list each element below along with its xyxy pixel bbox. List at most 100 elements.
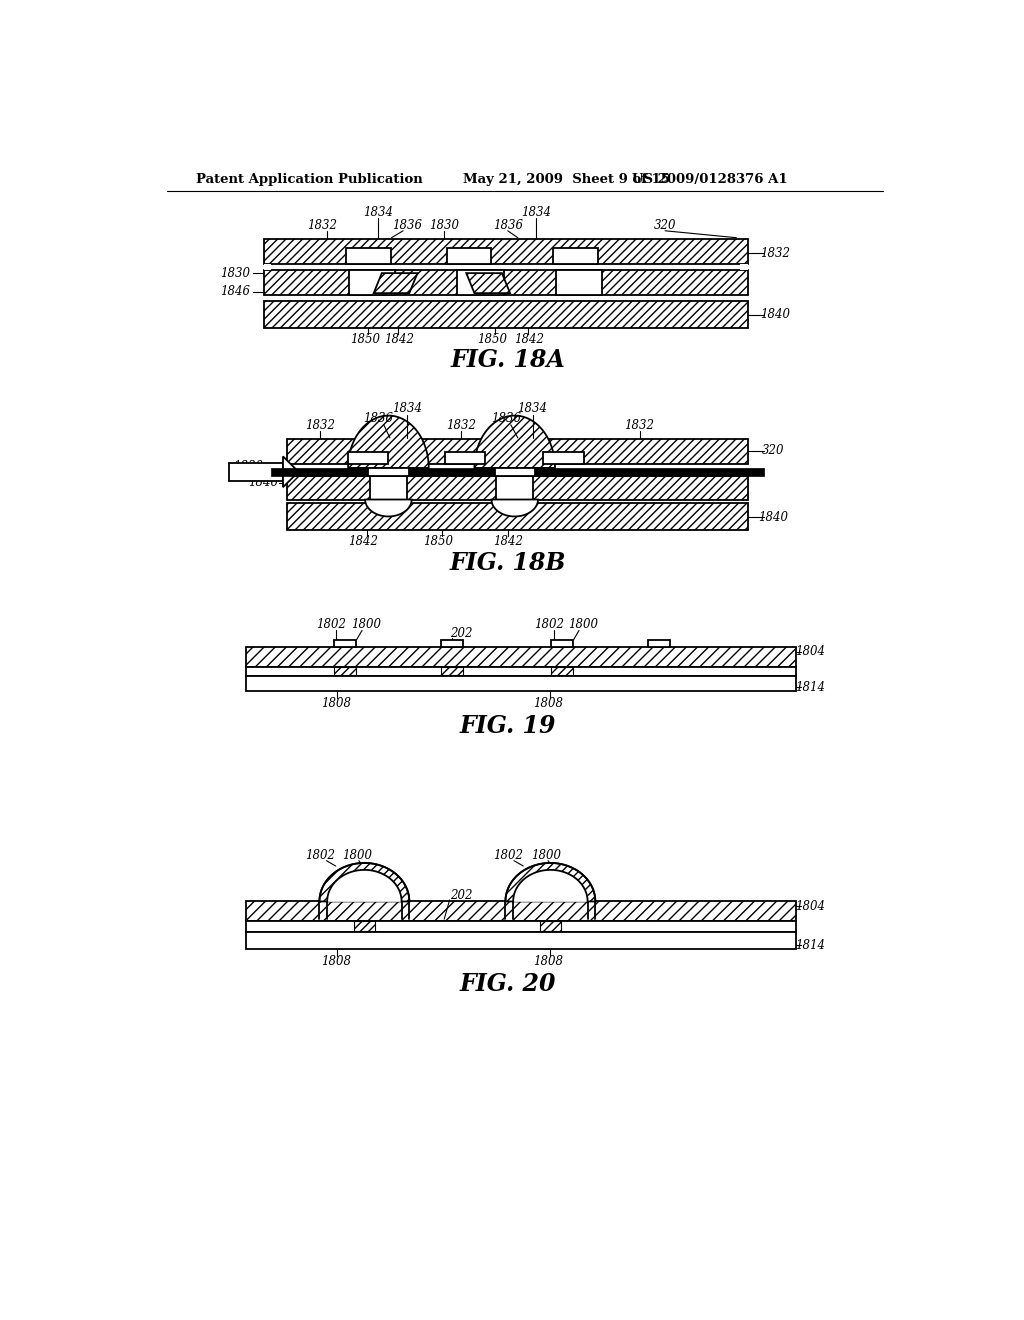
Text: 1850: 1850 <box>350 333 380 346</box>
Polygon shape <box>506 863 595 902</box>
Bar <box>441 668 463 675</box>
Polygon shape <box>466 273 510 293</box>
Bar <box>246 667 796 676</box>
Text: 1834: 1834 <box>392 403 422 416</box>
Text: 1846: 1846 <box>220 285 250 298</box>
Bar <box>551 668 572 675</box>
Text: 1808: 1808 <box>534 697 563 710</box>
Text: 1850: 1850 <box>477 333 507 346</box>
Text: 1836: 1836 <box>392 219 422 232</box>
Text: 1832: 1832 <box>760 247 791 260</box>
Polygon shape <box>474 416 555 469</box>
Text: 1846: 1846 <box>249 477 279 490</box>
Polygon shape <box>513 870 588 902</box>
Bar <box>445 451 485 465</box>
Text: 1834: 1834 <box>517 403 548 416</box>
Text: 1836: 1836 <box>364 412 393 425</box>
Polygon shape <box>366 499 412 516</box>
Text: Patent Application Publication: Patent Application Publication <box>197 173 423 186</box>
Bar <box>287 477 748 499</box>
Text: 1842: 1842 <box>384 333 415 346</box>
Text: 1832: 1832 <box>446 418 476 432</box>
Text: FIG. 19: FIG. 19 <box>460 714 556 738</box>
Bar <box>287 503 748 531</box>
Bar <box>369 469 409 475</box>
Text: 1830: 1830 <box>429 219 459 232</box>
Bar <box>554 248 598 264</box>
Text: US 2009/0128376 A1: US 2009/0128376 A1 <box>632 173 787 186</box>
Text: FIG. 18A: FIG. 18A <box>451 348 565 372</box>
Text: May 21, 2009  Sheet 9 of 15: May 21, 2009 Sheet 9 of 15 <box>463 173 670 186</box>
Bar <box>458 271 504 294</box>
Bar <box>334 640 356 647</box>
Text: 320: 320 <box>654 219 676 232</box>
Text: 1836: 1836 <box>493 219 522 232</box>
Bar <box>556 271 602 294</box>
Text: 1840: 1840 <box>759 511 788 524</box>
Bar <box>353 921 375 932</box>
Text: 1842: 1842 <box>493 536 522 548</box>
Text: 1842: 1842 <box>348 536 378 548</box>
Text: 1834: 1834 <box>521 206 552 219</box>
Bar <box>246 647 796 667</box>
Bar <box>263 271 748 294</box>
Text: 1802: 1802 <box>316 618 346 631</box>
Bar <box>263 301 748 327</box>
Text: 1850: 1850 <box>423 536 453 548</box>
Text: 1808: 1808 <box>534 954 563 968</box>
Bar <box>287 440 748 465</box>
Bar <box>551 640 572 647</box>
Text: 1800: 1800 <box>568 618 598 631</box>
Polygon shape <box>319 863 410 902</box>
Text: 1836: 1836 <box>492 412 521 425</box>
Text: 202: 202 <box>450 627 472 640</box>
Text: 1814: 1814 <box>795 939 825 952</box>
Bar <box>346 248 391 264</box>
Text: 1842: 1842 <box>514 333 545 346</box>
Bar <box>246 676 796 692</box>
Polygon shape <box>283 457 299 487</box>
Bar <box>348 451 388 465</box>
Text: 1802: 1802 <box>534 618 564 631</box>
Text: 1808: 1808 <box>321 954 350 968</box>
Text: 1834: 1834 <box>364 206 393 219</box>
Polygon shape <box>328 870 401 902</box>
Text: 1832: 1832 <box>305 418 335 432</box>
Text: 1804: 1804 <box>795 645 825 659</box>
Text: 1802: 1802 <box>305 849 335 862</box>
Bar <box>495 469 535 475</box>
Text: 1830: 1830 <box>220 267 250 280</box>
Bar <box>246 932 796 949</box>
Bar <box>271 469 764 475</box>
Bar <box>496 477 534 499</box>
Bar <box>246 902 796 921</box>
Text: 1814: 1814 <box>795 681 825 694</box>
Text: FIG. 18B: FIG. 18B <box>450 550 566 574</box>
Bar <box>441 640 463 647</box>
Bar <box>446 248 492 264</box>
Text: 1802: 1802 <box>493 849 522 862</box>
Text: 1800: 1800 <box>342 849 373 862</box>
Text: 1832: 1832 <box>307 219 337 232</box>
Text: 1832: 1832 <box>625 418 654 432</box>
Text: 1840: 1840 <box>760 308 791 321</box>
Bar <box>263 264 271 271</box>
Text: 1800: 1800 <box>531 849 561 862</box>
Bar <box>334 668 356 675</box>
Text: 202: 202 <box>450 888 472 902</box>
Text: 1800: 1800 <box>351 618 381 631</box>
Text: 1804: 1804 <box>795 899 825 912</box>
Polygon shape <box>492 499 538 516</box>
Bar <box>349 271 395 294</box>
Bar <box>246 921 796 932</box>
Text: 1808: 1808 <box>321 697 350 710</box>
Text: 1830: 1830 <box>233 459 263 473</box>
Polygon shape <box>374 273 418 293</box>
Polygon shape <box>348 416 429 469</box>
Bar <box>228 462 283 480</box>
Bar <box>648 640 670 647</box>
Bar <box>540 921 561 932</box>
Bar <box>544 451 584 465</box>
Text: 320: 320 <box>762 445 784 458</box>
Bar <box>370 477 407 499</box>
